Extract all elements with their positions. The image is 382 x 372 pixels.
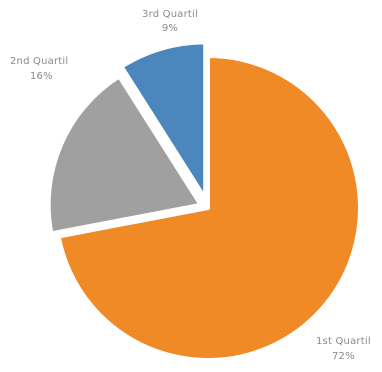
slice-label-2nd-quartil: 2nd Quartil <box>10 56 68 67</box>
slice-label-3rd-quartil: 3rd Quartil <box>142 9 198 20</box>
pie-labels: 3rd Quartil 9% 2nd Quartil 16% 1st Quart… <box>10 9 371 362</box>
pie-slices <box>46 40 362 362</box>
slice-label-1st-quartil: 1st Quartil <box>316 336 371 347</box>
pie-slice-1st-quartil <box>56 54 362 362</box>
pie-slice-2nd-quartil <box>46 74 203 236</box>
slice-value-2nd-quartil: 16% <box>30 71 53 82</box>
slice-value-3rd-quartil: 9% <box>162 23 178 34</box>
slice-value-1st-quartil: 72% <box>332 351 355 362</box>
pie-slice-3rd-quartil <box>119 40 208 201</box>
